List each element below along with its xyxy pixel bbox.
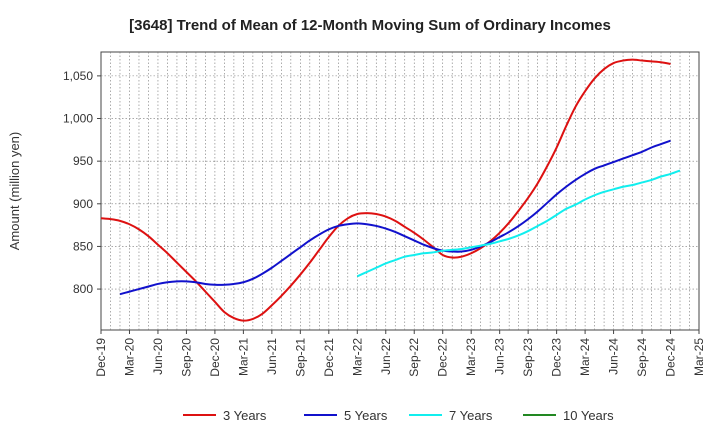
x-tick-label: Dec-20 [208, 338, 222, 377]
x-tick-label: Dec-22 [436, 338, 450, 377]
legend: 3 Years 5 Years 7 Years 10 Years [183, 408, 614, 423]
x-tick-label: Jun-24 [607, 338, 621, 375]
series-line-5-years [119, 139, 671, 296]
x-tick-label: Mar-25 [692, 338, 706, 376]
x-tick-label: Sep-23 [521, 338, 535, 377]
series-lines [100, 58, 681, 322]
legend-label-10-years: 10 Years [563, 408, 614, 423]
legend-label-5-years: 5 Years [344, 408, 388, 423]
legend-label-3-years: 3 Years [223, 408, 267, 423]
y-tick-label: 900 [73, 197, 93, 211]
x-tick-label: Jun-23 [493, 338, 507, 375]
x-tick-label: Dec-23 [550, 338, 564, 377]
y-axis-label: Amount (million yen) [7, 132, 22, 251]
y-axis: 800 850 900 950 1,000 1,050 [63, 69, 101, 296]
x-tick-label: Jun-20 [151, 338, 165, 375]
series-line-7-years [356, 169, 681, 278]
x-tick-label: Dec-21 [322, 338, 336, 377]
x-tick-label: Mar-23 [464, 338, 478, 376]
x-tick-label: Sep-22 [407, 338, 421, 377]
x-tick-label: Mar-21 [236, 338, 250, 376]
x-tick-label: Dec-24 [664, 338, 678, 377]
x-axis: Dec-19 Mar-20 Jun-20 Sep-20 Dec-20 Mar-21 Jun-… [94, 330, 706, 377]
legend-label-7-years: 7 Years [449, 408, 493, 423]
x-tick-label: Sep-24 [635, 338, 649, 377]
x-tick-label: Jun-21 [265, 338, 279, 375]
y-tick-label: 800 [73, 282, 93, 296]
x-tick-label: Mar-20 [122, 338, 136, 376]
x-tick-label: Mar-22 [350, 338, 364, 376]
chart-title: [3648] Trend of Mean of 12-Month Moving … [129, 17, 611, 34]
x-tick-label: Mar-24 [578, 338, 592, 376]
x-tick-label: Sep-21 [293, 338, 307, 377]
x-tick-label: Jun-22 [379, 338, 393, 375]
x-tick-label: Dec-19 [94, 338, 108, 377]
grid-lines [101, 52, 699, 330]
y-tick-label: 950 [73, 154, 93, 168]
y-tick-label: 850 [73, 239, 93, 253]
y-tick-label: 1,000 [63, 112, 93, 126]
y-tick-label: 1,050 [63, 69, 93, 83]
x-tick-label: Sep-20 [179, 338, 193, 377]
